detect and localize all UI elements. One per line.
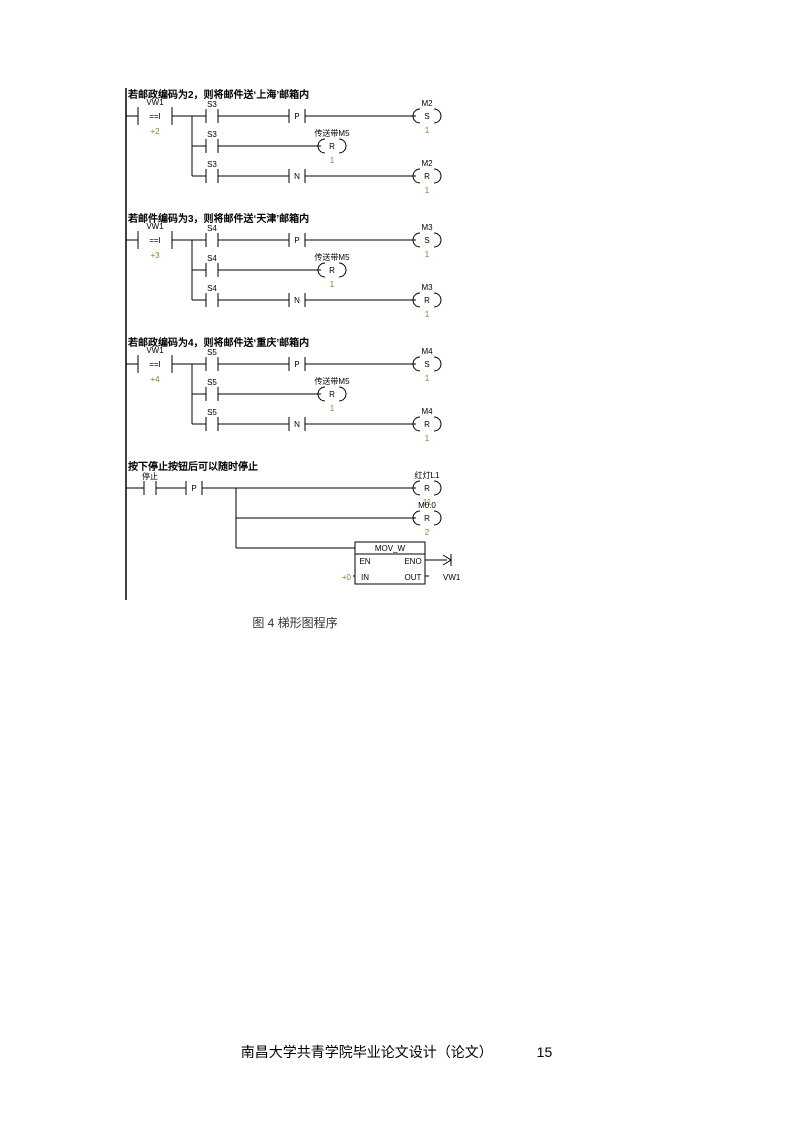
svg-text:1: 1 xyxy=(425,186,430,195)
svg-text:R: R xyxy=(329,390,335,399)
svg-text:M0.0: M0.0 xyxy=(418,501,436,510)
svg-text:P: P xyxy=(294,360,299,369)
svg-text:P: P xyxy=(294,112,299,121)
svg-text:传送带M5: 传送带M5 xyxy=(314,128,350,138)
svg-text:VW1: VW1 xyxy=(146,346,164,355)
footer-text: 南昌大学共青学院毕业论文设计（论文） xyxy=(241,1044,493,1060)
svg-text:R: R xyxy=(424,172,430,181)
svg-text:S: S xyxy=(424,112,429,121)
figure-caption: 图 4 梯形图程序 xyxy=(120,614,470,631)
svg-text:1: 1 xyxy=(425,374,430,383)
page-number: 15 xyxy=(537,1044,553,1060)
page-footer: 南昌大学共青学院毕业论文设计（论文） 15 xyxy=(0,1042,793,1062)
svg-text:+4: +4 xyxy=(150,375,160,384)
svg-text:停止: 停止 xyxy=(142,471,158,481)
svg-text:==I: ==I xyxy=(149,236,161,245)
svg-text:VW1: VW1 xyxy=(146,98,164,107)
svg-text:红灯L1: 红灯L1 xyxy=(415,470,440,480)
svg-text:2: 2 xyxy=(425,528,430,537)
svg-text:1: 1 xyxy=(330,404,335,413)
svg-text:R: R xyxy=(424,420,430,429)
svg-text:N: N xyxy=(294,296,300,305)
svg-text:M4: M4 xyxy=(421,347,433,356)
svg-text:S5: S5 xyxy=(207,408,217,417)
svg-text:EN: EN xyxy=(359,557,370,566)
svg-text:传送带M5: 传送带M5 xyxy=(314,252,350,262)
ladder-diagram: 若邮政编码为2，则将邮件送‘上海’邮箱内==IVW1+2S3PSM21S3R传送… xyxy=(120,88,470,606)
svg-text:N: N xyxy=(294,172,300,181)
svg-text:M3: M3 xyxy=(421,223,433,232)
svg-text:ENO: ENO xyxy=(404,557,421,566)
svg-text:R: R xyxy=(424,296,430,305)
svg-text:R: R xyxy=(424,514,430,523)
svg-text:1: 1 xyxy=(425,434,430,443)
svg-text:S4: S4 xyxy=(207,284,217,293)
svg-text:N: N xyxy=(294,420,300,429)
svg-text:P: P xyxy=(294,236,299,245)
svg-text:M2: M2 xyxy=(421,159,433,168)
svg-text:==I: ==I xyxy=(149,112,161,121)
svg-text:S5: S5 xyxy=(207,378,217,387)
svg-text:S5: S5 xyxy=(207,348,217,357)
svg-text:1: 1 xyxy=(425,126,430,135)
svg-text:R: R xyxy=(424,484,430,493)
svg-text:M3: M3 xyxy=(421,283,433,292)
svg-text:IN: IN xyxy=(361,573,369,582)
svg-text:+0: +0 xyxy=(342,573,352,582)
svg-text:1: 1 xyxy=(425,250,430,259)
svg-text:VW1: VW1 xyxy=(146,222,164,231)
svg-text:+3: +3 xyxy=(150,251,160,260)
svg-text:传送带M5: 传送带M5 xyxy=(314,376,350,386)
svg-text:S3: S3 xyxy=(207,160,217,169)
svg-text:S3: S3 xyxy=(207,100,217,109)
svg-text:S4: S4 xyxy=(207,254,217,263)
svg-text:==I: ==I xyxy=(149,360,161,369)
svg-text:1: 1 xyxy=(425,310,430,319)
svg-text:P: P xyxy=(191,484,196,493)
svg-text:VW1: VW1 xyxy=(443,573,461,582)
svg-text:R: R xyxy=(329,142,335,151)
svg-text:1: 1 xyxy=(330,280,335,289)
svg-text:OUT: OUT xyxy=(405,573,422,582)
svg-text:M2: M2 xyxy=(421,99,433,108)
svg-text:+2: +2 xyxy=(150,127,160,136)
svg-text:S4: S4 xyxy=(207,224,217,233)
svg-text:MOV_W: MOV_W xyxy=(375,544,406,553)
svg-text:1: 1 xyxy=(330,156,335,165)
svg-text:S: S xyxy=(424,360,429,369)
svg-text:M4: M4 xyxy=(421,407,433,416)
svg-text:S3: S3 xyxy=(207,130,217,139)
svg-text:R: R xyxy=(329,266,335,275)
svg-text:S: S xyxy=(424,236,429,245)
